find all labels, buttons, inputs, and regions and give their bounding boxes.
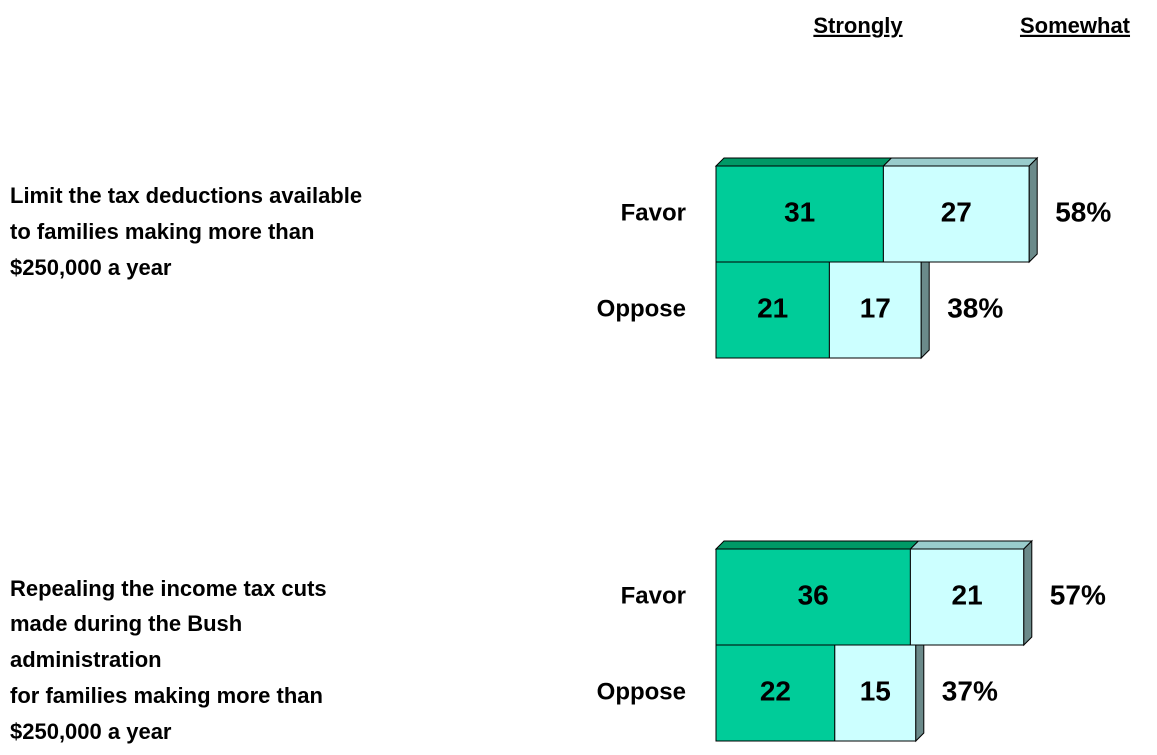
- category-label: Oppose: [597, 295, 686, 322]
- value-label: 36: [798, 579, 829, 610]
- bar-segment: [882, 165, 1030, 263]
- value-label: 17: [860, 292, 891, 323]
- question-text: Limit the tax deductions available: [10, 183, 362, 208]
- total-label: 38%: [947, 292, 1003, 323]
- bar-segment: [715, 644, 836, 742]
- bar-top-face: [909, 540, 1034, 550]
- question-text: Repealing the income tax cuts: [10, 576, 327, 601]
- bar-side-face: [1028, 156, 1038, 264]
- value-label: 27: [941, 196, 972, 227]
- bar-side-face: [920, 252, 930, 360]
- total-label: 37%: [942, 675, 998, 706]
- bar-top-face: [882, 157, 1039, 167]
- bar-segment: [828, 261, 922, 359]
- legend-label: Strongly: [813, 13, 903, 38]
- question-text: administration: [10, 647, 162, 672]
- total-label: 58%: [1055, 196, 1111, 227]
- bar-segment: [715, 261, 830, 359]
- total-label: 57%: [1050, 579, 1106, 610]
- question-text: made during the Bush: [10, 611, 242, 636]
- category-label: Oppose: [597, 678, 686, 705]
- bar-segment: [834, 644, 917, 742]
- bar-top-face: [714, 157, 893, 167]
- bar-side-face: [915, 635, 925, 743]
- question-text: $250,000 a year: [10, 719, 172, 744]
- legend-label: Somewhat: [1020, 13, 1131, 38]
- value-label: 22: [760, 675, 791, 706]
- category-label: Favor: [621, 199, 686, 226]
- value-label: 15: [860, 675, 891, 706]
- category-label: Favor: [621, 582, 686, 609]
- question-text: for families making more than: [10, 683, 323, 708]
- question-text: $250,000 a year: [10, 255, 172, 280]
- bar-segment: [909, 548, 1025, 646]
- value-label: 21: [952, 579, 983, 610]
- bar-side-face: [1023, 539, 1033, 647]
- question-text: to families making more than: [10, 219, 314, 244]
- bar-top-face: [714, 540, 920, 550]
- bar-segment: [715, 548, 911, 646]
- value-label: 21: [757, 292, 788, 323]
- value-label: 31: [784, 196, 815, 227]
